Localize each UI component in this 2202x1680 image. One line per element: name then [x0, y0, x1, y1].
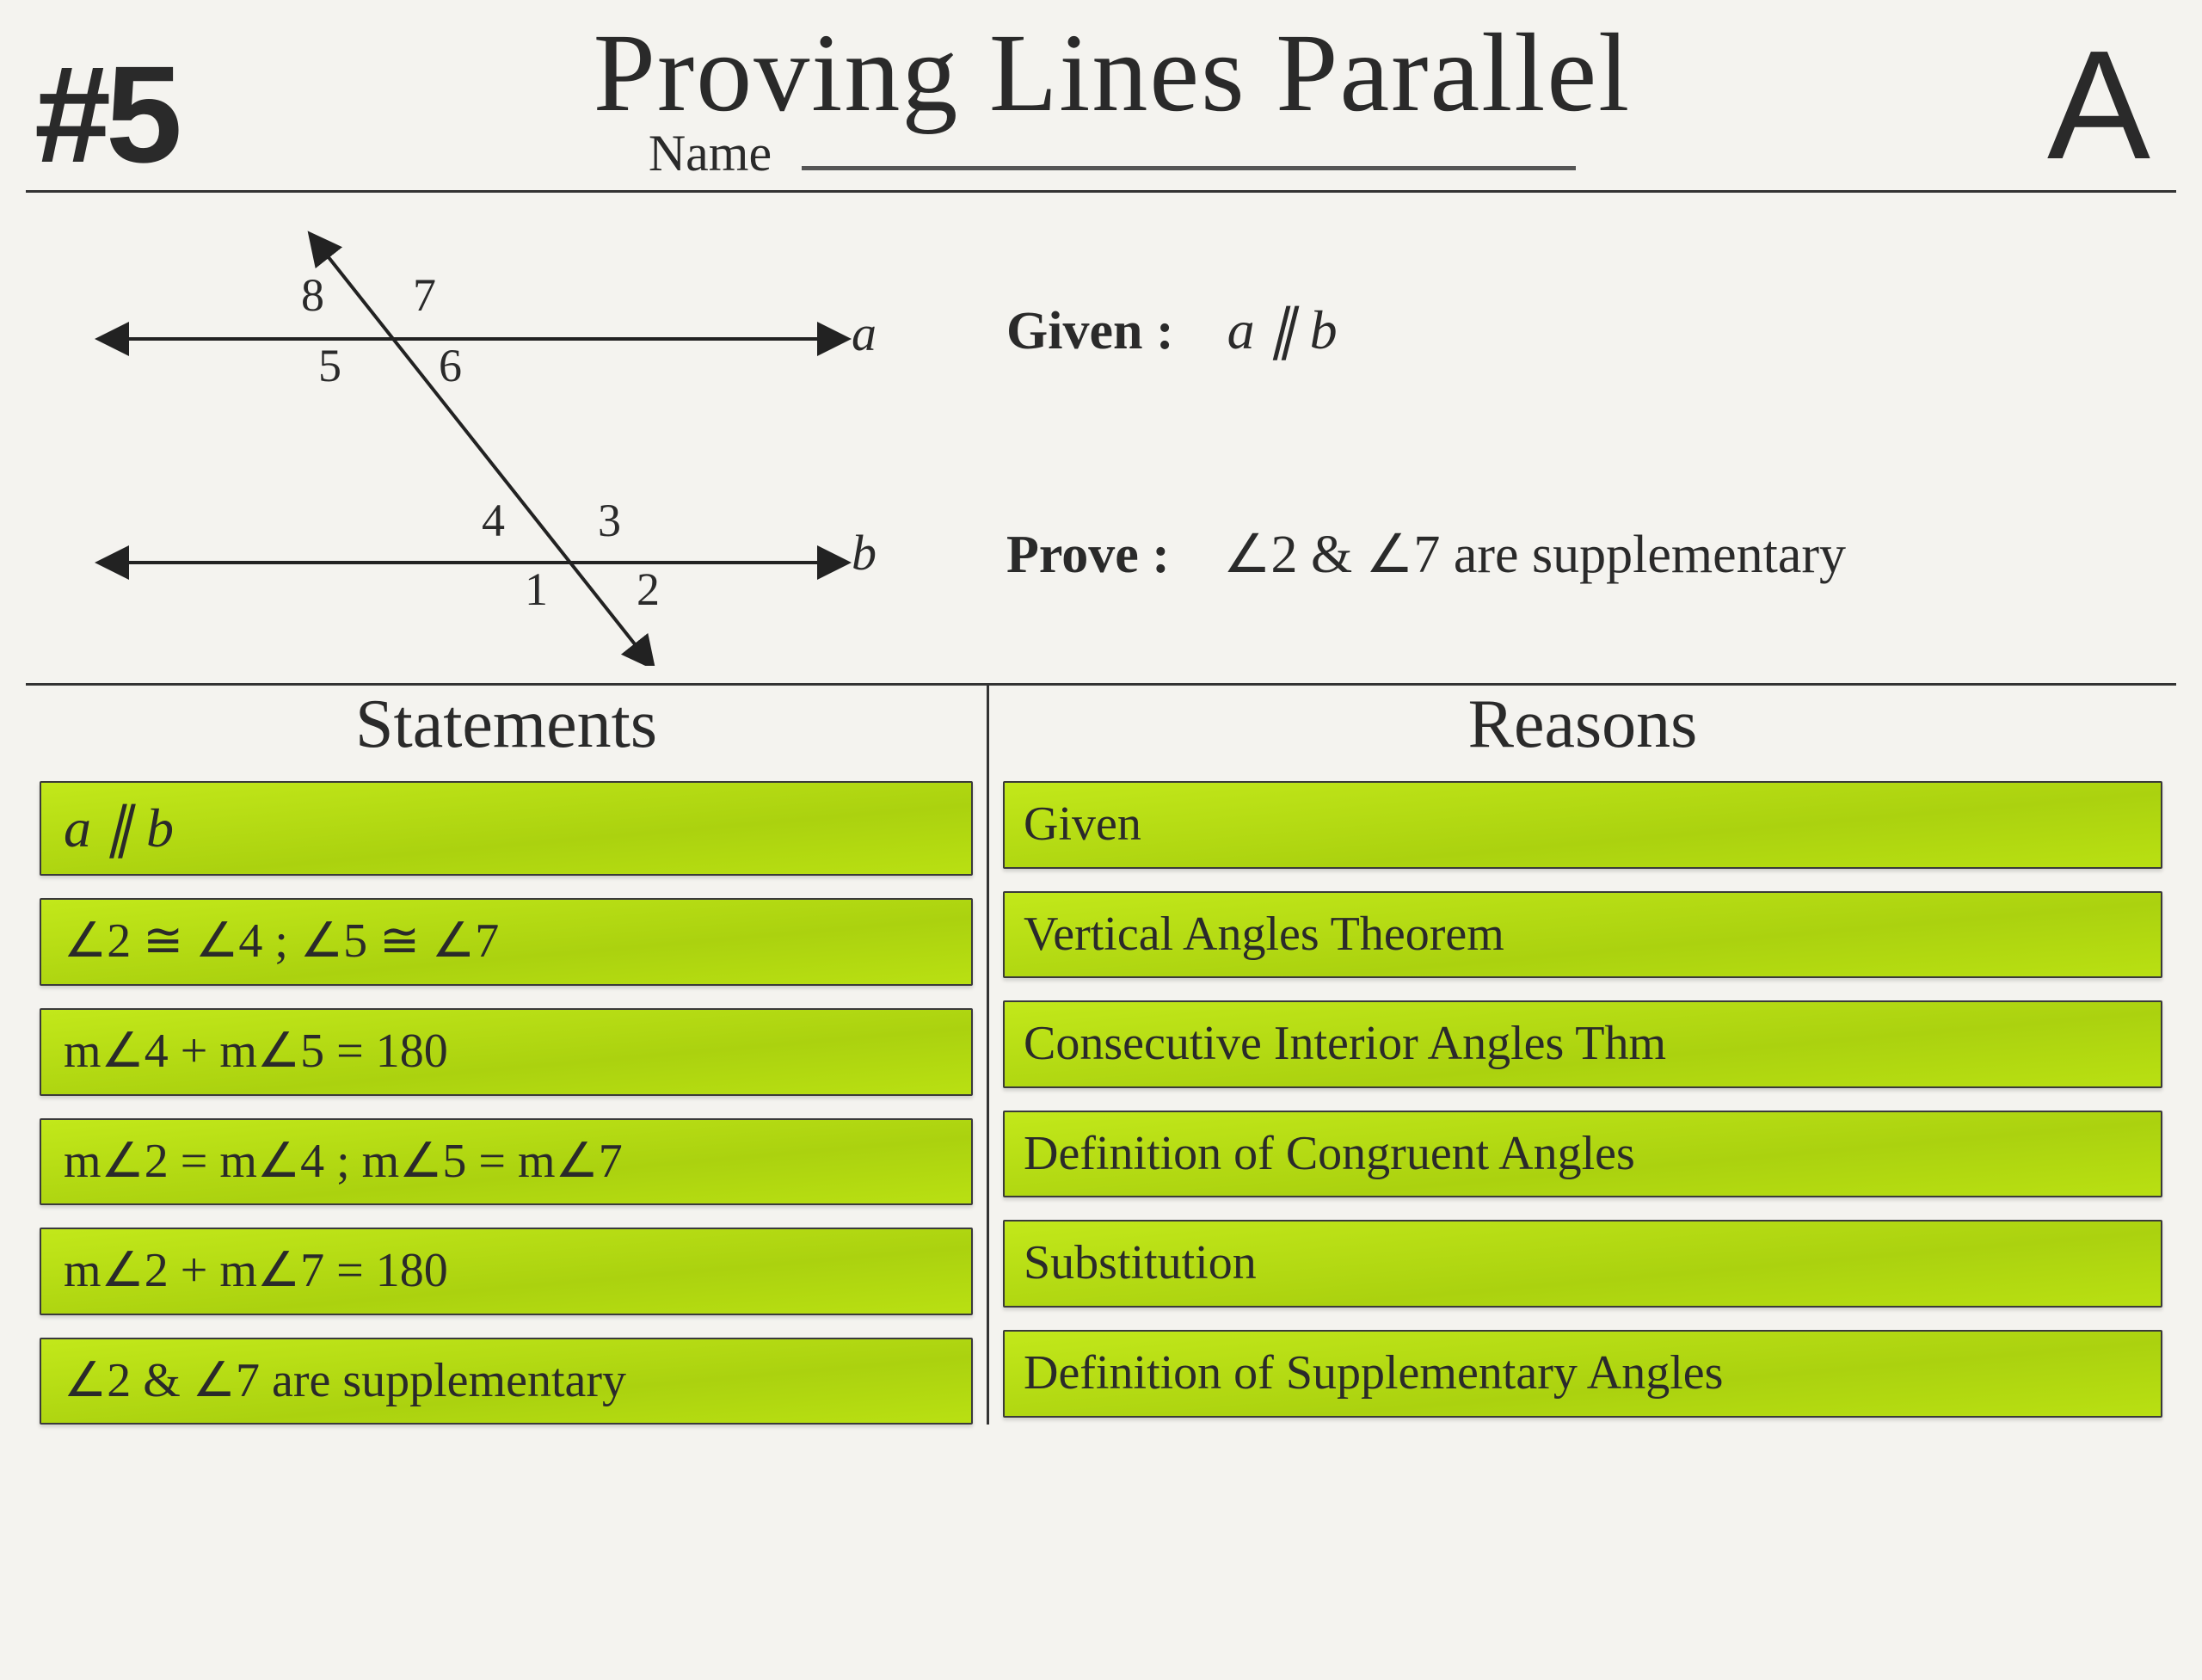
- statement-text: a ∥ b: [64, 797, 174, 858]
- problem-area: 8 7 5 6 a 4 3 1 2 b Given : a ∥ b Prove …: [26, 193, 2176, 686]
- reason-row[interactable]: Definition of Congruent Angles: [1003, 1111, 2162, 1198]
- name-row: Name: [177, 124, 2047, 183]
- statement-row[interactable]: ∠2 & ∠7 are supplementary: [40, 1338, 973, 1425]
- given-prove: Given : a ∥ b Prove : ∠2 & ∠7 are supple…: [920, 218, 2159, 666]
- line-a-label: a: [852, 305, 876, 362]
- proof-headers: Statements Reasons: [26, 686, 2176, 764]
- reason-row[interactable]: Vertical Angles Theorem: [1003, 891, 2162, 979]
- version-letter: A: [2047, 28, 2176, 183]
- problem-number: #5: [26, 46, 177, 183]
- reason-row[interactable]: Substitution: [1003, 1220, 2162, 1308]
- angle-label-3: 3: [598, 494, 621, 547]
- angle-label-7: 7: [413, 268, 436, 322]
- statement-row[interactable]: m∠2 + m∠7 = 180: [40, 1228, 973, 1315]
- reasons-header: Reasons: [989, 686, 2176, 764]
- given-text: a ∥ b: [1227, 299, 1338, 360]
- statements-column: a ∥ b ∠2 ≅ ∠4 ; ∠5 ≅ ∠7 m∠4 + m∠5 = 180 …: [26, 764, 989, 1425]
- angle-label-6: 6: [439, 339, 462, 392]
- proof-body: a ∥ b ∠2 ≅ ∠4 ; ∠5 ≅ ∠7 m∠4 + m∠5 = 180 …: [26, 764, 2176, 1425]
- prove-text: ∠2 & ∠7 are supplementary: [1223, 526, 1846, 584]
- name-label: Name: [649, 125, 772, 182]
- statements-header: Statements: [26, 686, 989, 764]
- statement-row[interactable]: a ∥ b: [40, 781, 973, 876]
- reason-row[interactable]: Given: [1003, 781, 2162, 869]
- header: #5 Proving Lines Parallel Name A: [26, 17, 2176, 193]
- given-label: Given :: [1006, 302, 1174, 360]
- worksheet-page: #5 Proving Lines Parallel Name A: [0, 0, 2202, 1680]
- statement-row[interactable]: m∠4 + m∠5 = 180: [40, 1008, 973, 1096]
- diagram: 8 7 5 6 a 4 3 1 2 b: [43, 218, 920, 666]
- angle-label-5: 5: [318, 339, 341, 392]
- reason-row[interactable]: Definition of Supplementary Angles: [1003, 1330, 2162, 1418]
- prove-label: Prove :: [1006, 526, 1170, 584]
- title-block: Proving Lines Parallel Name: [177, 17, 2047, 183]
- angle-label-2: 2: [637, 563, 660, 616]
- statement-row[interactable]: ∠2 ≅ ∠4 ; ∠5 ≅ ∠7: [40, 898, 973, 986]
- reasons-column: Given Vertical Angles Theorem Consecutiv…: [989, 764, 2176, 1425]
- statement-row[interactable]: m∠2 = m∠4 ; m∠5 = m∠7: [40, 1118, 973, 1206]
- reason-row[interactable]: Consecutive Interior Angles Thm: [1003, 1000, 2162, 1088]
- angle-label-8: 8: [301, 268, 324, 322]
- name-input-line[interactable]: [802, 166, 1576, 170]
- line-b-label: b: [852, 524, 876, 582]
- parallel-lines-figure: [43, 218, 920, 666]
- given-row: Given : a ∥ b: [1006, 298, 2159, 362]
- page-title: Proving Lines Parallel: [177, 17, 2047, 129]
- angle-label-4: 4: [482, 494, 505, 547]
- angle-label-1: 1: [525, 563, 548, 616]
- prove-row: Prove : ∠2 & ∠7 are supplementary: [1006, 522, 2159, 586]
